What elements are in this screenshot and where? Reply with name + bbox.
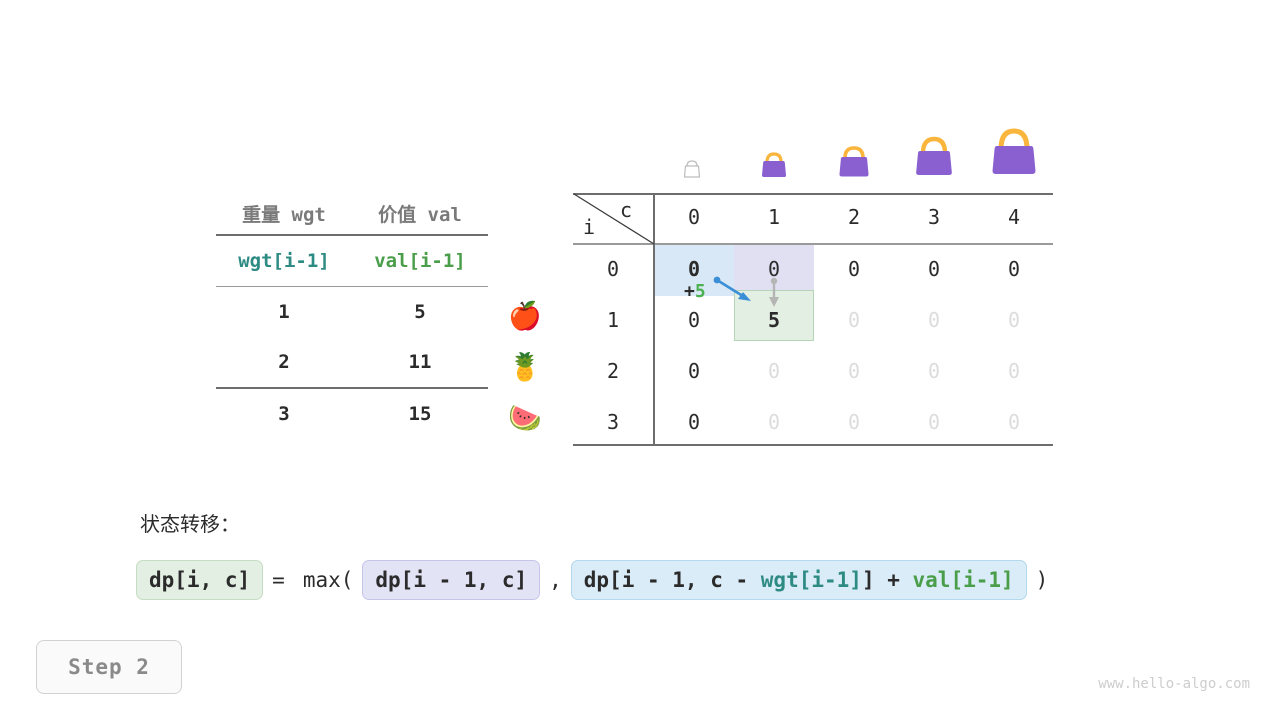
item-value-3: 15 — [408, 403, 432, 425]
transition-label: 状态转移： — [140, 512, 240, 536]
items-header-weight: 重量 wgt — [242, 203, 326, 226]
dp-cell-3-1: 0 — [767, 410, 781, 434]
dp-diagonal-arrow-icon — [713, 276, 751, 301]
item-weight-2: 2 — [278, 351, 290, 373]
item-weight-3: 3 — [278, 403, 290, 425]
dp-cell-2-4: 0 — [1007, 359, 1021, 383]
formula-term2-wgt: wgt[i-1] — [760, 568, 862, 592]
items-table-grid: 重量 wgt 价值 val wgt[i-1] val[i-1] 1 5 2 11… — [216, 192, 488, 439]
dp-vertical-arrow-icon — [769, 277, 779, 307]
dp-row-header-2: 2 — [606, 359, 620, 383]
dp-col-header-4: 4 — [1007, 205, 1021, 229]
formula-term2-mid: ] + — [861, 568, 913, 592]
plus-value: 5 — [694, 281, 706, 302]
dp-cell-1-1: 5 — [767, 308, 781, 332]
items-table-header-row: 重量 wgt 价值 val — [216, 192, 488, 235]
step-badge: Step 2 — [36, 640, 182, 694]
formula-comma: , — [549, 568, 562, 592]
dp-table: 0 1 2 3 4 0 1 2 3 0 0 0 0 0 0 5 0 0 0 0 … — [573, 193, 1053, 446]
dp-col-header-3: 3 — [927, 205, 941, 229]
plus-sign: + — [684, 281, 695, 302]
bag-1-icon — [761, 152, 787, 177]
dp-border-bottom — [573, 444, 1053, 446]
watermelon-emoji: 🍉 — [508, 403, 542, 434]
dp-cell-1-3: 0 — [927, 308, 941, 332]
items-subheader-wgt: wgt[i-1] — [238, 250, 330, 272]
dp-cell-3-3: 0 — [927, 410, 941, 434]
dp-cell-2-3: 0 — [927, 359, 941, 383]
dp-annotation-plus-five: +5 — [684, 281, 706, 302]
dp-cell-0-0: 0 — [687, 257, 701, 281]
items-table: 重量 wgt 价值 val wgt[i-1] val[i-1] 1 5 2 11… — [216, 192, 488, 439]
formula-term2-val: val[i-1] — [912, 568, 1014, 592]
transition-formula: dp[i, c] = max( dp[i - 1, c] , dp[i - 1,… — [136, 560, 1057, 600]
dp-cell-3-2: 0 — [847, 410, 861, 434]
item-value-2: 11 — [408, 351, 432, 373]
dp-row-header-1: 1 — [606, 308, 620, 332]
dp-row-header-3: 3 — [606, 410, 620, 434]
dp-cell-1-2: 0 — [847, 308, 861, 332]
dp-cell-3-0: 0 — [687, 410, 701, 434]
footer-url: www.hello-algo.com — [1098, 676, 1250, 692]
items-table-subheader-row: wgt[i-1] val[i-1] — [216, 235, 488, 287]
table-row: 3 15 — [216, 388, 488, 439]
formula-term2-prefix: dp[i - 1, c - — [583, 568, 761, 592]
dp-cell-3-4: 0 — [1007, 410, 1021, 434]
apple-emoji: 🍎 — [508, 301, 542, 332]
dp-highlight-blue — [654, 245, 734, 296]
dp-cell-2-2: 0 — [847, 359, 861, 383]
formula-term-1: dp[i - 1, c] — [362, 560, 541, 600]
dp-col-header-1: 1 — [767, 205, 781, 229]
dp-col-header-2: 2 — [847, 205, 861, 229]
dp-row-header-0: 0 — [606, 257, 620, 281]
dp-cell-0-1: 0 — [767, 257, 781, 281]
bag-2-icon — [839, 146, 869, 177]
bag-4-icon — [992, 128, 1036, 174]
items-subheader-val: val[i-1] — [374, 250, 466, 272]
item-weight-1: 1 — [278, 301, 290, 323]
dp-cell-2-1: 0 — [767, 359, 781, 383]
bag-0-icon — [683, 160, 701, 178]
formula-term-2: dp[i - 1, c - wgt[i-1]] + val[i-1] — [570, 560, 1027, 600]
items-header-value: 价值 val — [378, 203, 462, 226]
table-row: 1 5 — [216, 287, 488, 338]
table-row: 2 11 — [216, 337, 488, 388]
item-value-1: 5 — [414, 301, 426, 323]
dp-cell-0-4: 0 — [1007, 257, 1021, 281]
formula-lhs: dp[i, c] — [136, 560, 264, 600]
dp-axis-label-i: i — [583, 215, 596, 239]
dp-cell-2-0: 0 — [687, 359, 701, 383]
dp-cell-0-3: 0 — [927, 257, 941, 281]
formula-max-open: max( — [302, 568, 354, 592]
dp-border-top — [573, 193, 1053, 195]
dp-corner-diagonal-icon — [573, 193, 655, 245]
dp-cell-0-2: 0 — [847, 257, 861, 281]
dp-col-header-0: 0 — [687, 205, 701, 229]
pineapple-emoji: 🍍 — [508, 352, 542, 383]
formula-equals: = — [272, 568, 285, 592]
dp-cell-1-4: 0 — [1007, 308, 1021, 332]
dp-header-rule — [573, 243, 1053, 245]
dp-axis-label-c: c — [620, 198, 633, 222]
dp-vertical-divider — [653, 193, 655, 446]
dp-cell-1-0: 0 — [687, 308, 701, 332]
formula-max-close: ) — [1035, 568, 1049, 592]
bag-3-icon — [916, 136, 952, 175]
